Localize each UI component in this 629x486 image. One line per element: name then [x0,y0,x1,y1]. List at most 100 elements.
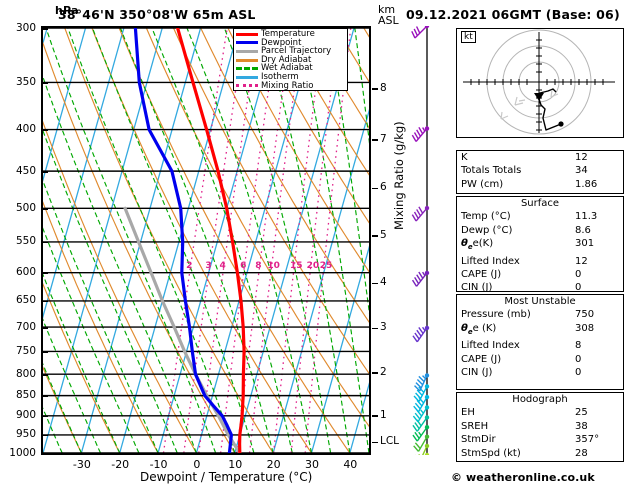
wind-barb-column [404,23,450,471]
surface-row: Lifted Index 12 [457,255,623,268]
mixing-ratio-label-3: 3 [205,261,212,272]
surface-row: θee(K) 301 [457,237,623,254]
wet-adiabat-lines [43,28,369,453]
pressure-tickmark [43,82,48,84]
index-row-totals: Totals Totals 34 [457,164,623,177]
legend-item-parcel-trajectory: Parcel Trajectory [236,47,345,56]
pressure-tick-800: 800 [15,367,36,380]
wind-barb [411,270,430,287]
temperature-tick-0: 0 [193,458,201,471]
height-tickmark [372,282,378,285]
hodograph-stat-row: EH 25 [457,406,623,419]
wind-barb [411,205,430,222]
hodograph-stats-title: Hodograph [512,394,568,405]
copyright-label: © weatheronline.co.uk [451,471,595,484]
most-unstable-row: CAPE (J) 0 [457,353,623,366]
surface-value: 12 [575,255,588,267]
height-tickmark [372,372,378,374]
most-unstable-label: θee (K) [461,322,497,336]
hodograph-stat-row: StmDir 357° [457,433,623,446]
pressure-tickmark [43,208,48,210]
pressure-tick-350: 350 [15,75,36,88]
mixing-ratio-label-4: 4 [219,261,226,272]
pressure-tickmark [43,129,48,132]
height-tick-1: 1 [380,408,387,421]
index-label-k: K [461,152,468,163]
mixing-ratio-label-10: 10 [267,261,280,272]
legend-swatch-icon [236,75,258,79]
isobar-lines [43,28,369,453]
surface-panel: Surface Temp (°C) 11.3 Dewp (°C) 8.6 θee(K) 3… [456,196,624,293]
mixing-ratio-label-8: 8 [255,261,262,272]
hodograph-stat-label: SREH [461,420,489,432]
legend-swatch-icon [236,32,258,36]
pressure-tickmark [43,327,48,329]
surface-value: 8.6 [575,224,591,236]
most-unstable-row: CIN (J) 0 [457,366,623,379]
height-unit-label-2: ASL [378,14,399,27]
hodograph-canvas [463,29,615,135]
legend-item-dry-adiabat: Dry Adiabat [236,56,345,65]
hodograph-stat-row: StmSpd (kt) 28 [457,447,623,460]
legend-swatch-icon [236,49,258,53]
most-unstable-value: 8 [575,340,582,352]
height-tick-4: 4 [380,276,387,289]
footer: © weatheronline.co.uk [451,466,595,485]
wind-barb [412,405,430,423]
most-unstable-value: 750 [575,309,595,321]
legend-label: Temperature [261,29,315,39]
height-tick-6: 6 [380,181,387,194]
temperature-tick-30: 30 [304,458,319,471]
wind-barb [413,384,430,402]
lcl-tickmark [372,441,378,444]
legend-item-wet-adiabat: Wet Adiabat [236,64,345,73]
pressure-tick-950: 950 [15,428,36,441]
temperature-tick-10: 10 [228,458,243,471]
surface-label: θee(K) [461,238,494,252]
wind-barb [414,373,430,392]
hodograph-stat-label: StmSpd (kt) [461,447,521,459]
pressure-tick-600: 600 [15,266,36,279]
most-unstable-row: Pressure (mb) 750 [457,308,623,321]
most-unstable-row: Lifted Index 8 [457,339,623,352]
temperature-tick-20: 20 [266,458,281,471]
temperature-tick--30: -30 [72,458,91,471]
most-unstable-panel: Most Unstable Pressure (mb) 750 θee (K) 308… [456,294,624,390]
most-unstable-value: 0 [575,367,582,379]
height-tickmark [372,235,378,237]
index-label-totals: Totals Totals [461,165,522,177]
index-row-k: K 12 [457,151,623,164]
pressure-tick-300: 300 [15,21,36,34]
most-unstable-label: CIN (J) [461,367,493,379]
surface-value: 11.3 [575,211,598,223]
pressure-tick-700: 700 [15,320,36,333]
surface-row: Temp (°C) 11.3 [457,210,623,223]
legend-swatch-icon [236,84,258,88]
most-unstable-label: Pressure (mb) [461,309,531,321]
surface-row: CAPE (J) 0 [457,268,623,281]
most-unstable-label: Lifted Index [461,340,520,352]
pressure-tickmark [43,415,48,418]
height-tick-5: 5 [380,228,387,241]
legend-swatch-icon [236,67,258,71]
pressure-tick-550: 550 [15,235,36,248]
surface-panel-title: Surface [520,198,560,209]
height-tick-7: 7 [380,132,387,145]
wind-barb [412,325,430,343]
hodograph-stat-label: StmDir [461,434,496,446]
mixing-ratio-label-20: 20 [306,261,320,272]
skewt-canvas [43,28,369,453]
height-tickmark [372,415,378,417]
pressure-tickmark [43,395,48,398]
pressure-tick-750: 750 [15,344,36,357]
legend-swatch-icon [236,41,258,45]
legend-swatch-icon [236,58,258,62]
legend-item-temperature: Temperature [236,30,345,39]
hodograph-stat-row: SREH 38 [457,420,623,433]
pressure-tick-1000: 1000 [9,446,36,459]
hodograph-stats-panel: Hodograph EH 25 SREH 38 StmDir 357° StmSpd (kt… [456,392,624,462]
pressure-tickmark [43,300,48,303]
pressure-tick-500: 500 [15,201,36,214]
most-unstable-panel-title: Most Unstable [504,296,576,307]
legend-item-isotherm: Isotherm [236,73,345,82]
